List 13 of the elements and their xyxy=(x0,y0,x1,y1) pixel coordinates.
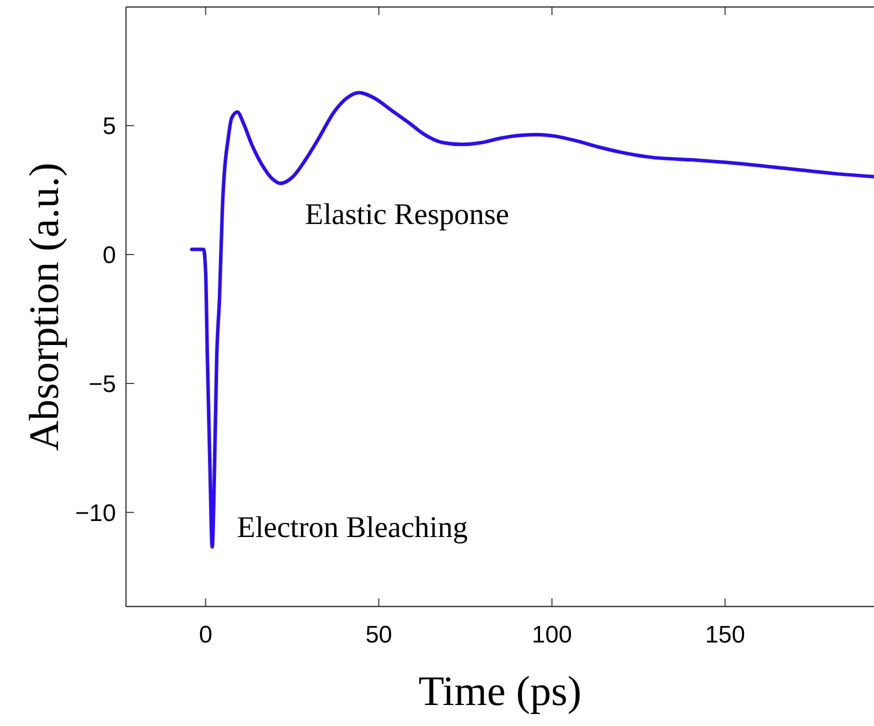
annotation: Electron Bleaching xyxy=(237,511,468,544)
x-tick-label: 150 xyxy=(705,622,746,648)
x-axis-title: Time (ps) xyxy=(418,669,582,715)
x-tick-label: 0 xyxy=(198,622,212,648)
y-tick-label: −10 xyxy=(75,500,116,527)
y-tick-label: −5 xyxy=(88,370,116,398)
y-tick-label: 0 xyxy=(102,242,116,269)
x-tick-label: 100 xyxy=(532,622,572,648)
y-axis-title: Absorption (a.u.) xyxy=(22,162,68,451)
annotation: Elastic Response xyxy=(305,198,510,231)
y-tick-label: 5 xyxy=(102,113,116,140)
line-series xyxy=(190,90,874,549)
x-tick-label: 50 xyxy=(365,622,392,648)
